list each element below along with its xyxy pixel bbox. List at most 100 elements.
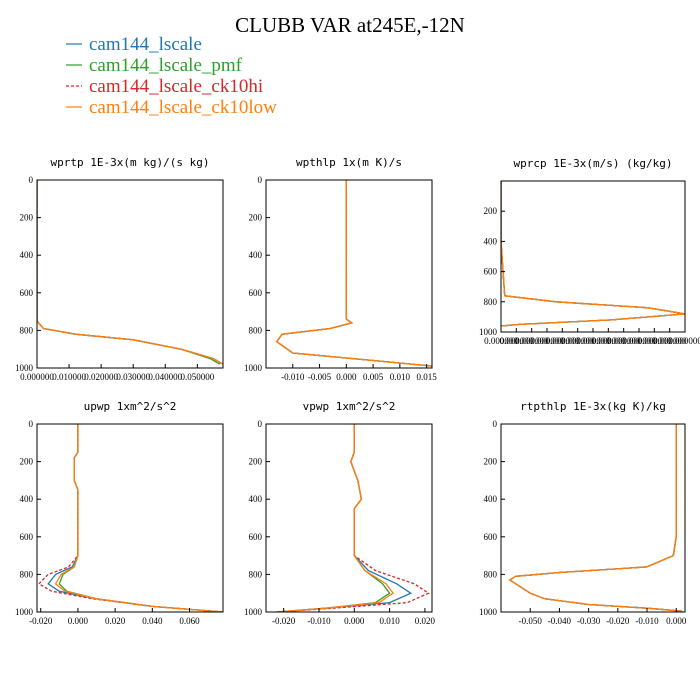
series-line-2 xyxy=(37,424,223,612)
x-tick-label: -0.010 xyxy=(635,616,659,626)
y-tick-label: 800 xyxy=(249,569,263,579)
plot-frame xyxy=(265,423,433,613)
y-tick-label: 1000 xyxy=(15,607,34,617)
y-tick-label: 200 xyxy=(249,213,263,223)
panel-2: wprcp 1E-3x(m/s) (kg/kg) 200 400 600 800 1000… xyxy=(479,157,700,346)
x-tick-label: 0.010 xyxy=(379,616,400,626)
series-line-3 xyxy=(54,424,223,612)
y-tick-label: 400 xyxy=(484,236,498,246)
series-line-3 xyxy=(501,181,685,327)
series-line-1 xyxy=(58,424,223,612)
x-tick-label: -0.030 xyxy=(577,616,601,626)
x-tick-label: 0.010000 xyxy=(52,372,86,382)
y-tick-label: 1000 xyxy=(479,607,498,617)
y-tick-label: 200 xyxy=(20,213,34,223)
y-tick-label: 200 xyxy=(484,457,498,467)
y-tick-label: 200 xyxy=(20,457,34,467)
x-tick-label: 0.010 xyxy=(390,372,411,382)
x-tick-label: 0.000000 xyxy=(653,336,687,346)
legend-label-1: cam144_lscale_pmf xyxy=(89,55,243,76)
y-tick-label: 400 xyxy=(484,494,498,504)
x-tick-label: -0.050 xyxy=(519,616,543,626)
x-tick-label: 0.020 xyxy=(105,616,126,626)
x-tick-label: 0.000000 xyxy=(515,336,549,346)
x-tick-label: 0.000000 xyxy=(668,336,700,346)
series-line-0 xyxy=(47,424,223,612)
x-tick-label: -0.040 xyxy=(548,616,572,626)
panel-title: wprcp 1E-3x(m/s) (kg/kg) xyxy=(514,157,673,170)
series-line-0 xyxy=(508,424,683,612)
x-tick-label: 0.000 xyxy=(68,616,89,626)
x-tick-label: 0.020000 xyxy=(84,372,118,382)
x-tick-label: 0.000000 xyxy=(561,336,595,346)
y-tick-label: 600 xyxy=(249,532,263,542)
series-line-2 xyxy=(276,424,430,612)
panels: wprtp 1E-3x(m kg)/(s kg) 0 200 400 600 800 100… xyxy=(15,156,700,626)
y-tick-label: 600 xyxy=(484,267,498,277)
series-line-0 xyxy=(275,180,432,367)
x-tick-label: 0.000000 xyxy=(499,336,533,346)
series-line-2 xyxy=(508,424,683,612)
panel-title: rtpthlp 1E-3x(kg K)/kg xyxy=(520,400,666,413)
y-tick-label: 0 xyxy=(258,419,263,429)
y-tick-label: 0 xyxy=(29,419,34,429)
panel-title: upwp 1xm^2/s^2 xyxy=(84,400,177,413)
y-tick-label: 200 xyxy=(484,206,498,216)
x-tick-label: 0.000 xyxy=(344,616,365,626)
series-line-2 xyxy=(275,180,432,367)
series-line-1 xyxy=(275,180,432,367)
series-line-1 xyxy=(37,180,221,365)
plot-frame xyxy=(265,179,433,369)
y-tick-label: 600 xyxy=(20,532,34,542)
series-line-1 xyxy=(508,424,683,612)
figure-title: CLUBB VAR at245E,-12N xyxy=(235,13,465,37)
x-tick-label: -0.010 xyxy=(307,616,331,626)
x-tick-label: 0.000000 xyxy=(637,336,671,346)
x-tick-label: 0.030000 xyxy=(116,372,150,382)
panel-title: vpwp 1xm^2/s^2 xyxy=(303,400,396,413)
x-tick-label: 0.000000 xyxy=(622,336,656,346)
x-tick-label: 0.000000 xyxy=(576,336,610,346)
x-tick-label: 0.000000 xyxy=(20,372,54,382)
series-line-3 xyxy=(276,424,395,612)
series-line-0 xyxy=(276,424,413,612)
y-tick-label: 1000 xyxy=(244,607,263,617)
x-tick-label: -0.010 xyxy=(281,372,305,382)
panel-1: wpthlp 1x(m K)/s 0 200 400 600 800 1000 -0.010-… xyxy=(244,156,437,382)
x-tick-label: 0.015 xyxy=(417,372,438,382)
panel-0: wprtp 1E-3x(m kg)/(s kg) 0 200 400 600 800 100… xyxy=(15,156,224,382)
series-line-0 xyxy=(37,180,223,365)
y-tick-label: 0 xyxy=(29,175,34,185)
legend-label-2: cam144_lscale_ck10hi xyxy=(89,76,263,97)
panel-title: wprtp 1E-3x(m kg)/(s kg) xyxy=(51,156,210,169)
plot-frame xyxy=(36,179,224,369)
series-line-3 xyxy=(508,424,683,612)
x-tick-label: 0.060 xyxy=(179,616,200,626)
y-tick-label: 200 xyxy=(249,457,263,467)
panel-title: wpthlp 1x(m K)/s xyxy=(296,156,402,169)
series-line-1 xyxy=(276,424,391,612)
x-tick-label: 0.000000 xyxy=(591,336,625,346)
series-line-3 xyxy=(37,180,223,365)
legend-label-3: cam144_lscale_ck10low xyxy=(89,97,277,118)
y-tick-label: 1000 xyxy=(244,363,263,373)
x-tick-label: 0.020 xyxy=(415,616,436,626)
y-tick-label: 1000 xyxy=(479,327,498,337)
y-tick-label: 0 xyxy=(258,175,263,185)
y-tick-label: 600 xyxy=(249,288,263,298)
x-tick-label: 0.000000 xyxy=(545,336,579,346)
y-tick-label: 800 xyxy=(20,569,34,579)
x-tick-label: 0.000000 xyxy=(484,336,518,346)
plot-frame xyxy=(500,423,686,613)
series-line-3 xyxy=(275,180,432,367)
x-tick-label: -0.020 xyxy=(29,616,53,626)
y-tick-label: 600 xyxy=(20,288,34,298)
x-tick-label: 0.005 xyxy=(363,372,384,382)
y-tick-label: 400 xyxy=(20,494,34,504)
y-tick-label: 400 xyxy=(20,250,34,260)
x-tick-label: -0.020 xyxy=(272,616,296,626)
x-tick-label: 0.050000 xyxy=(180,372,214,382)
x-tick-label: 0.040 xyxy=(142,616,163,626)
x-tick-label: 0.000000 xyxy=(607,336,641,346)
